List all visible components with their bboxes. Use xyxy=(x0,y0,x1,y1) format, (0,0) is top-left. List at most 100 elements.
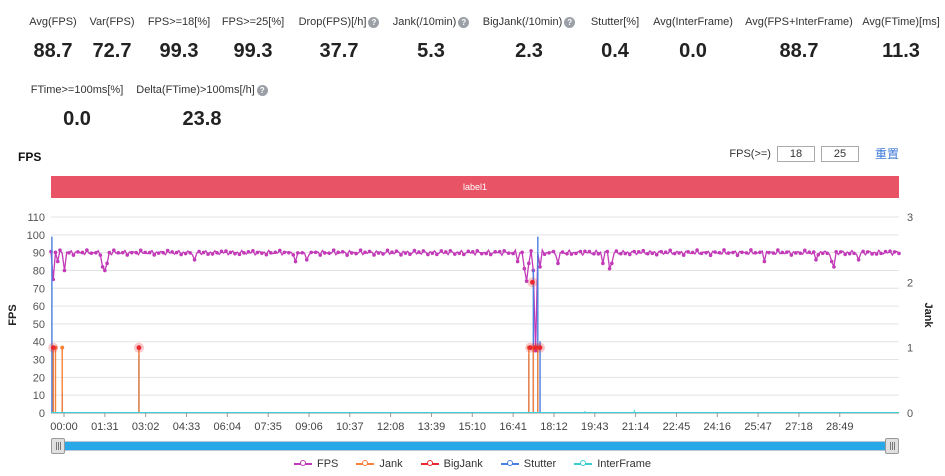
fps-point xyxy=(565,251,569,256)
metric-fps-ge-25: FPS>=25[%] 99.3 xyxy=(217,12,289,63)
fps-point xyxy=(233,251,237,256)
label-bar[interactable]: label1 xyxy=(51,176,899,198)
fps-point xyxy=(282,250,287,255)
y2-axis-title: Jank xyxy=(922,302,934,328)
slider-handle-left[interactable] xyxy=(51,438,65,454)
x-tick-label: 04:33 xyxy=(173,421,201,433)
fps-point xyxy=(367,249,372,254)
fps-point xyxy=(85,248,89,252)
metric-label: Stutter[%] xyxy=(590,16,640,28)
slider-handle-right[interactable] xyxy=(885,438,899,454)
fps-point xyxy=(538,265,542,269)
fps-point xyxy=(188,250,192,255)
fps-point xyxy=(753,250,758,255)
fps-point xyxy=(569,252,574,256)
fps-point xyxy=(556,261,560,266)
reset-button[interactable]: 重置 xyxy=(874,147,899,161)
y-tick-label: 30 xyxy=(33,355,45,367)
fps-point xyxy=(170,250,174,254)
metric-value: 5.3 xyxy=(417,40,445,62)
legend-label: Stutter xyxy=(523,458,557,470)
bigjank-point xyxy=(537,345,543,351)
fps-point xyxy=(439,249,444,253)
fps-point xyxy=(484,251,489,256)
legend-item-bigjank[interactable]: BigJank xyxy=(420,458,483,470)
fps-point xyxy=(892,250,897,254)
fps-point xyxy=(488,252,493,257)
y-tick-label: 90 xyxy=(33,248,45,260)
fps-point xyxy=(636,250,641,254)
fps-point xyxy=(349,251,354,255)
fps-point xyxy=(605,249,610,254)
time-range-slider[interactable] xyxy=(51,438,899,454)
help-icon[interactable]: ? xyxy=(458,16,470,28)
fps-point xyxy=(524,279,529,283)
fps-point xyxy=(690,250,695,255)
fps-point xyxy=(417,250,421,254)
fps-point xyxy=(251,248,255,253)
metric-avg-ftime: Avg(FTime)[ms] 11.3 xyxy=(860,12,942,63)
x-tick-label: 01:31 xyxy=(91,421,119,433)
legend-item-stutter[interactable]: Stutter xyxy=(500,458,557,470)
metric-value: 37.7 xyxy=(319,40,359,62)
fps-point xyxy=(515,259,520,264)
fps-point xyxy=(856,257,861,262)
legend-swatch-icon xyxy=(294,460,312,466)
x-tick-label: 00:00 xyxy=(50,421,78,433)
bigjank-point xyxy=(530,279,535,285)
legend-item-fps[interactable]: FPS xyxy=(294,458,338,470)
fps-point xyxy=(278,248,282,253)
fps-point xyxy=(192,257,197,262)
fps-point xyxy=(762,259,767,264)
legend-item-interframe[interactable]: InterFrame xyxy=(574,458,651,470)
metric-label-wrap: BigJank(/10min)? xyxy=(483,16,576,28)
fps-threshold-label: FPS(>=) xyxy=(729,147,771,160)
fps-point xyxy=(354,251,358,256)
fps-point xyxy=(340,250,345,254)
legend-swatch-icon xyxy=(420,460,439,466)
fps-point xyxy=(529,249,533,253)
fps-point xyxy=(237,252,242,257)
fps-point xyxy=(785,250,789,254)
fps-point xyxy=(583,249,587,254)
x-tick-label: 12:08 xyxy=(377,421,405,433)
fps-point xyxy=(309,250,314,255)
legend-label: Jank xyxy=(379,458,403,470)
y-tick-label: 50 xyxy=(33,319,45,331)
fps-point xyxy=(179,252,183,257)
fps-point xyxy=(627,252,632,257)
fps-point xyxy=(668,248,672,253)
y-tick-label: 40 xyxy=(33,337,45,349)
fps-point xyxy=(112,248,116,252)
fps-point xyxy=(695,248,699,252)
fps-point xyxy=(527,261,531,266)
fps-point xyxy=(293,259,298,264)
fps-point xyxy=(479,251,484,256)
fps-point xyxy=(457,251,462,256)
help-icon[interactable]: ? xyxy=(368,16,380,28)
fps-point xyxy=(120,250,125,255)
fps-point xyxy=(165,248,170,253)
fps-point xyxy=(224,249,228,253)
fps-point xyxy=(421,249,426,253)
legend-item-jank[interactable]: Jank xyxy=(356,458,403,470)
fps-point xyxy=(587,249,592,254)
fps-threshold-input-1[interactable] xyxy=(776,145,815,162)
bigjank-point xyxy=(527,345,533,351)
fps-point xyxy=(814,257,818,262)
x-tick-label: 07:35 xyxy=(254,421,282,433)
x-tick-label: 09:06 xyxy=(295,421,323,433)
slider-track[interactable] xyxy=(51,441,899,451)
metric-value: 0.4 xyxy=(601,40,629,62)
help-icon[interactable]: ? xyxy=(564,16,576,28)
x-tick-label: 22:45 xyxy=(663,421,691,433)
fps-point xyxy=(58,248,62,252)
fps-point xyxy=(744,251,749,255)
fps-point xyxy=(735,253,740,258)
fps-point xyxy=(829,259,834,264)
fps-point xyxy=(802,248,807,253)
metric-label: Avg(InterFrame) xyxy=(653,16,733,28)
metric-label: Avg(FPS+InterFrame) xyxy=(745,16,853,28)
help-icon[interactable]: ? xyxy=(256,84,268,96)
fps-threshold-input-2[interactable] xyxy=(820,145,859,162)
